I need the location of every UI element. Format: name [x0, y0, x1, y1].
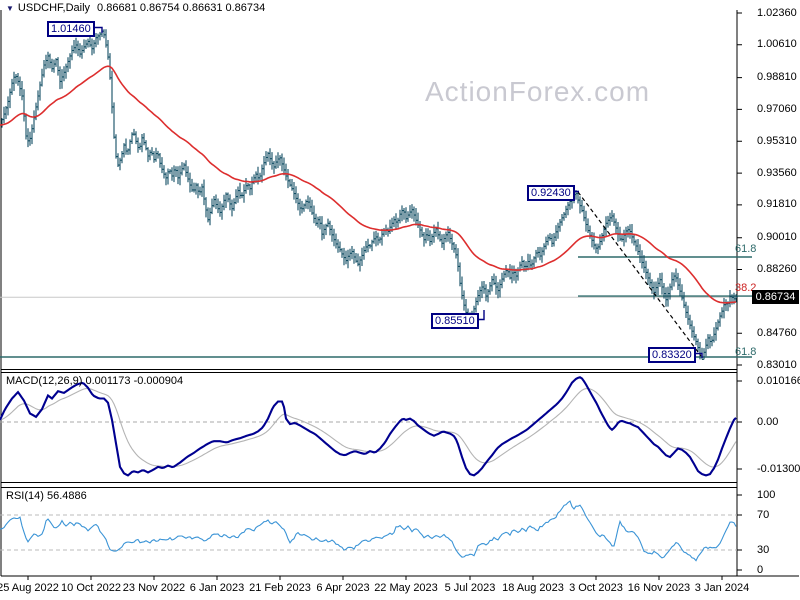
macd-indicator-label: MACD(12,26,9) 0.001173 -0.000904 [6, 375, 184, 387]
annotation-peak-092430: 0.92430 [527, 185, 575, 201]
rsi-indicator-label: RSI(14) 56.4886 [6, 490, 87, 502]
price-ohlc-bars [1, 29, 738, 360]
macd-main-line [0, 376, 737, 477]
date-axis-label-0: 25 Aug 2022 [0, 582, 59, 594]
macd-axis-label-1: 0.00 [757, 415, 779, 428]
chart-frame [0, 10, 738, 576]
rsi-line [0, 500, 737, 562]
price-axis-label-8: 0.88260 [757, 263, 797, 275]
macd-signal-line [0, 387, 737, 468]
price-axis-label-0: 1.02360 [757, 6, 797, 19]
rsi-axis-label-1: 70 [757, 508, 770, 521]
annotation-connectors [94, 26, 703, 358]
date-axis-label-3: 6 Jan 2023 [189, 582, 245, 594]
price-axis-label-6: 0.91810 [757, 198, 797, 211]
date-axis-label-8: 18 Aug 2023 [502, 582, 564, 594]
rsi-axis-label-0: 100 [757, 488, 776, 501]
date-axis-label-11: 3 Jan 2024 [694, 582, 750, 594]
date-axis-label-4: 21 Feb 2023 [249, 582, 311, 594]
price-axis-label-2: 0.98810 [757, 71, 797, 84]
price-axis-label-5: 0.93560 [757, 166, 797, 179]
actionforex-watermark: ActionForex.com [425, 76, 651, 107]
axis-ticks [27, 12, 742, 580]
price-axis-label-4: 0.95310 [757, 134, 797, 147]
date-axis-label-2: 23 Nov 2022 [122, 582, 186, 594]
date-axis-label-9: 3 Oct 2023 [569, 582, 623, 594]
date-axis-label-7: 5 Jul 2023 [444, 582, 496, 594]
date-axis-label-5: 6 Apr 2023 [316, 582, 370, 594]
dropdown-triangle-icon[interactable]: ▼ [6, 3, 14, 13]
price-axis-label-1: 1.00610 [757, 38, 797, 51]
rsi-axis-label-3: 0 [757, 563, 764, 576]
price-axis-label-3: 0.97060 [757, 102, 797, 115]
macd-axis-label-0: 0.010166 [757, 374, 800, 387]
moving-average-line [0, 65, 737, 304]
annotation-low-085510: 0.85510 [431, 313, 479, 329]
date-axis-label-1: 10 Oct 2022 [61, 582, 121, 594]
price-axis-label-7: 0.90010 [757, 231, 797, 244]
annotation-high-101460: 1.01460 [47, 21, 95, 37]
fib-382-label: 38.2 [735, 282, 757, 294]
date-axis-label-6: 22 May 2023 [374, 582, 438, 594]
symbol-timeframe-label: USDCHF,Daily [17, 2, 91, 14]
macd-axis-label-2: -0.013006 [757, 462, 800, 475]
symbol-selector[interactable]: ▼ USDCHF,Daily 0.86681 0.86754 0.86631 0… [6, 2, 265, 14]
price-axis-label-10: 0.83010 [757, 358, 797, 371]
rsi-70-30-lines [0, 514, 737, 551]
price-axis-label-9: 0.84760 [757, 326, 797, 339]
current-price-badge: 0.86734 [752, 290, 799, 304]
ohlc-values: 0.86681 0.86754 0.86631 0.86734 [97, 2, 266, 14]
pane-separators [1, 369, 799, 577]
date-axis-label-10: 16 Nov 2023 [627, 582, 691, 594]
fib-618-upper-label: 61.8 [735, 243, 757, 255]
rsi-axis-label-2: 30 [757, 543, 770, 556]
dashed-trendline [577, 191, 702, 357]
fib-618-lower-label: 61.8 [735, 346, 757, 358]
annotation-low-083320: 0.83320 [648, 347, 696, 363]
